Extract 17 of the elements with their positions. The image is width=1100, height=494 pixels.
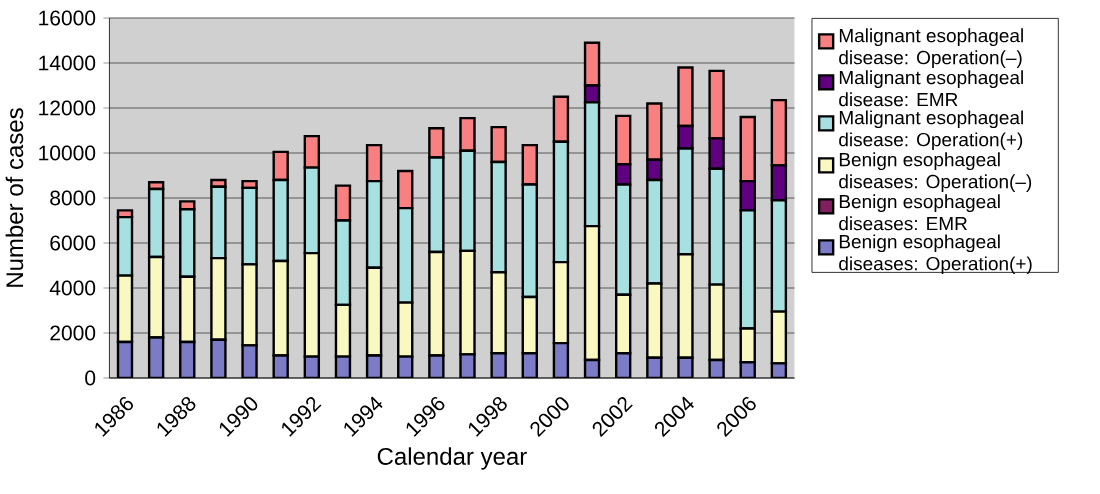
x-axis-title: Calendar year bbox=[377, 447, 527, 470]
legend-label: Malignant esophageal disease: Operation(–) bbox=[839, 28, 1023, 69]
y-tick-label: 2000 bbox=[50, 325, 96, 341]
y-tick-label: 0 bbox=[85, 370, 96, 386]
legend-label: Malignant esophageal disease: EMR bbox=[839, 70, 1023, 107]
legend-label: Benign esophageal diseases: EMR bbox=[839, 194, 1000, 231]
y-axis-title: Number of cases bbox=[5, 108, 24, 287]
legend-label: Malignant esophageal disease: Operation(+) bbox=[839, 110, 1023, 151]
legend-label: Benign esophageal diseases: Operation(+) bbox=[839, 234, 1032, 275]
y-tick-label: 12000 bbox=[39, 100, 96, 116]
y-tick-label: 8000 bbox=[50, 190, 96, 206]
legend-label: Benign esophageal diseases: Operation(–) bbox=[839, 152, 1032, 193]
y-tick-label: 6000 bbox=[50, 235, 96, 251]
y-tick-label: 16000 bbox=[39, 10, 96, 26]
y-tick-label: 10000 bbox=[39, 145, 96, 161]
y-tick-label: 14000 bbox=[39, 55, 96, 71]
y-tick-label: 4000 bbox=[49, 280, 96, 296]
